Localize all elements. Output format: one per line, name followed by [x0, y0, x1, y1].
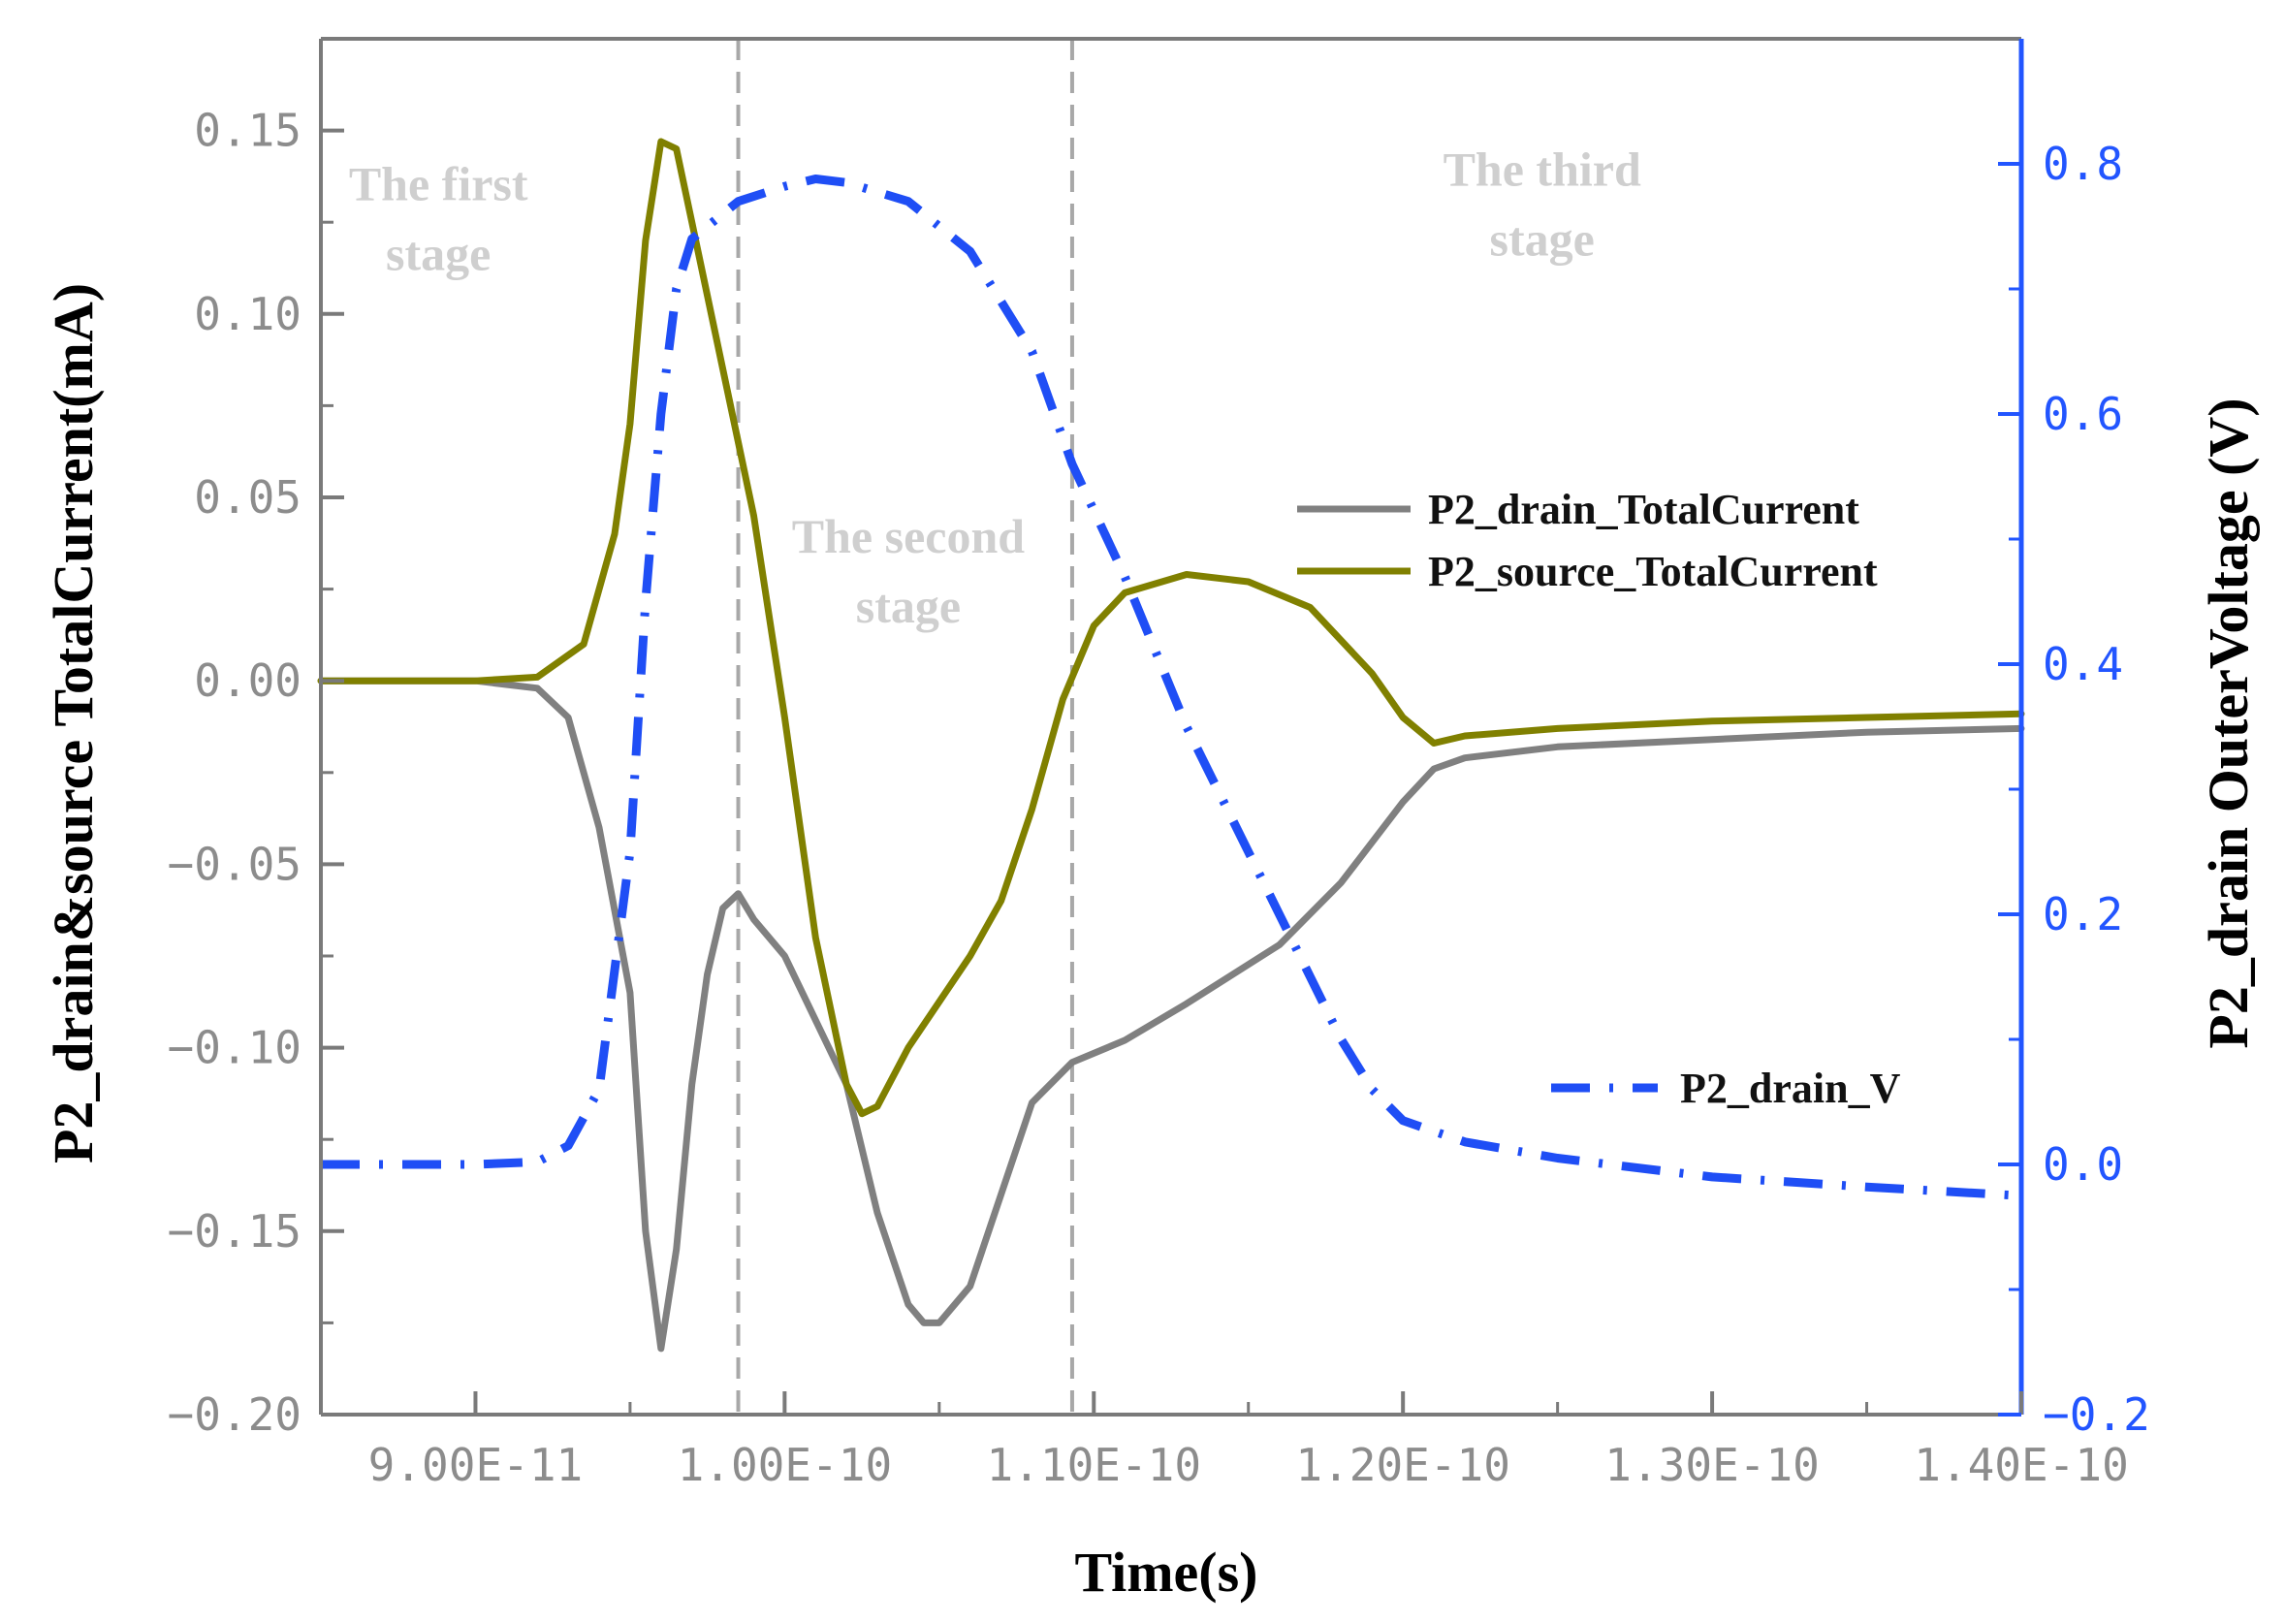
y-right-axis-title: P2_drain OuterVoltage (V)	[2197, 398, 2260, 1048]
series-line-p2-drain-totalcurrent	[317, 677, 2025, 1353]
x-tick-label: 1.10E-10	[986, 1439, 1201, 1491]
y-right-tick-label: 0.2	[2043, 888, 2123, 940]
x-tick-label: 1.40E-10	[1914, 1439, 2129, 1491]
y-left-tick-label: 0.10	[194, 288, 301, 340]
y-right-tick-label: 0.4	[2043, 638, 2123, 690]
y-left-tick-label: −0.10	[168, 1022, 301, 1074]
stage-label-text: The third	[1444, 142, 1641, 196]
stage-label-text: The first	[349, 156, 528, 210]
y-left-axis-title: P2_drain&source TotalCurrent(mA)	[42, 283, 105, 1163]
stage-annotations: The first stage The second stage The third st…	[349, 142, 1641, 632]
y-right-tick-label: 0.0	[2043, 1138, 2123, 1191]
x-tick-label: 9.00E-11	[368, 1439, 584, 1491]
y-right-tick-label: −0.2	[2043, 1388, 2150, 1441]
series-line-p2-drain-v	[321, 175, 2022, 1200]
stage-label-text: The second	[792, 509, 1026, 563]
y-left-tick-label: 0.05	[194, 471, 301, 524]
x-tick-label: 1.20E-10	[1295, 1439, 1510, 1491]
y-right-tick-label: 0.6	[2043, 388, 2123, 440]
y-left-tick-label: −0.20	[168, 1388, 301, 1441]
y-left-tick-label: −0.05	[168, 838, 301, 890]
y-left-tick-label: 0.00	[194, 654, 301, 707]
series-lines	[317, 138, 2025, 1353]
x-axis-title: Time(s)	[1074, 1541, 1257, 1604]
x-tick-label: 1.30E-10	[1604, 1439, 1820, 1491]
y-left-tick-label: −0.15	[168, 1205, 301, 1258]
y-right-tick-label: 0.8	[2043, 138, 2123, 190]
axes: 9.00E-11 1.00E-10 1.10E-10 1.20E-10 1.30E-10…	[168, 37, 2150, 1491]
legend-label: P2_drain_TotalCurrent	[1428, 486, 1859, 533]
legend-label: P2_source_TotalCurrent	[1428, 548, 1878, 595]
y-left-tick-label: 0.15	[194, 105, 301, 157]
stage-label-text: stage	[386, 226, 491, 280]
series-line-p2-source-totalcurrent	[317, 138, 2025, 1118]
stage-label-text: stage	[1490, 211, 1595, 266]
stage-label-text: stage	[856, 579, 961, 633]
legend-label: P2_drain_V	[1680, 1065, 1901, 1112]
x-tick-label: 1.00E-10	[678, 1439, 893, 1491]
legend: P2_drain_TotalCurrent P2_source_TotalCurr…	[1297, 486, 1901, 1112]
